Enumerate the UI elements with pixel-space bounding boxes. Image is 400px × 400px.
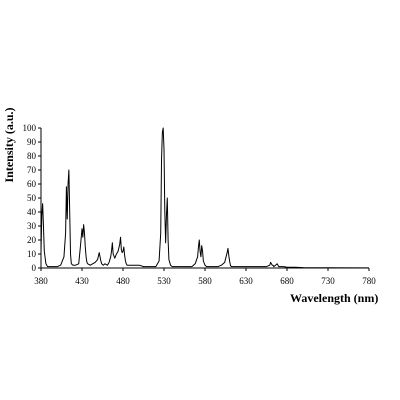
x-tick-label: 480 <box>116 276 130 286</box>
x-tick-label: 430 <box>75 276 89 286</box>
tick-marks <box>38 127 370 271</box>
x-tick-label: 530 <box>157 276 171 286</box>
y-tick-label: 100 <box>23 123 37 133</box>
x-tick-label: 580 <box>198 276 212 286</box>
y-tick-label: 30 <box>27 221 37 231</box>
x-tick-label: 780 <box>362 276 376 286</box>
tick-labels: 0 10 20 30 40 50 60 70 80 90 100 380 430 480 530 580 630… <box>23 123 377 286</box>
y-tick-label: 20 <box>27 235 37 245</box>
y-tick-label: 60 <box>27 179 37 189</box>
y-tick-label: 10 <box>27 249 37 259</box>
plot-area <box>40 127 370 269</box>
y-tick-label: 80 <box>27 151 37 161</box>
y-tick-label: 40 <box>27 207 37 217</box>
spectrum-line <box>40 127 370 269</box>
x-tick-label: 380 <box>34 276 48 286</box>
y-axis-title: Intensity (a.u.) <box>2 107 16 182</box>
y-tick-label: 70 <box>27 165 37 175</box>
x-tick-label: 630 <box>239 276 253 286</box>
y-tick-label: 90 <box>27 137 37 147</box>
x-tick-label: 680 <box>280 276 294 286</box>
x-axis-title: Wavelength (nm) <box>290 291 378 305</box>
y-tick-label: 0 <box>32 263 37 273</box>
y-tick-label: 50 <box>27 193 37 203</box>
x-tick-label: 730 <box>321 276 335 286</box>
